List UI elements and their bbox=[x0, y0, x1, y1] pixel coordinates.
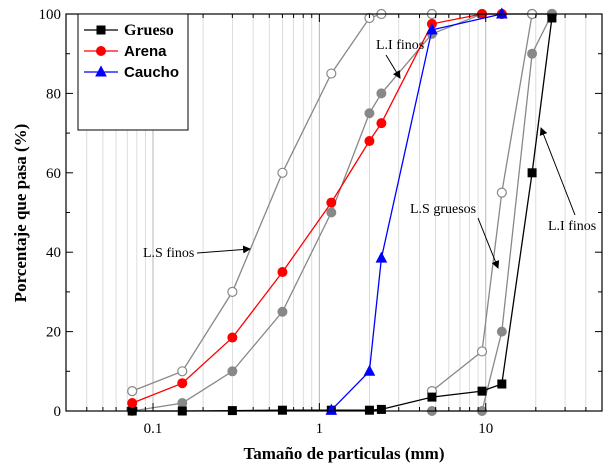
y-tick-label: 60 bbox=[46, 166, 61, 182]
y-axis-title: Porcentaje que pasa (%) bbox=[11, 124, 30, 303]
limit-curve-4-point bbox=[527, 48, 538, 59]
annotation-ls-gruesos: L.S gruesos bbox=[410, 202, 476, 217]
series-grueso-point bbox=[376, 404, 386, 414]
annotation-arrow bbox=[539, 127, 576, 216]
annotation-arrow bbox=[196, 245, 251, 254]
series-caucho-point bbox=[496, 7, 508, 19]
legend: Grueso Arena Caucho bbox=[77, 13, 189, 131]
limit-curve-2-point bbox=[227, 366, 238, 377]
series-grueso-point bbox=[477, 386, 487, 396]
x-axis-title: Tamaño de particulas (mm) bbox=[243, 444, 444, 463]
limit-curve-2-point bbox=[376, 88, 387, 99]
series-arena-point bbox=[127, 398, 138, 409]
annotation-li-finos-lower: L.I finos bbox=[548, 219, 596, 234]
legend-marker-caucho bbox=[95, 65, 107, 77]
legend-label-caucho: Caucho bbox=[124, 64, 179, 81]
legend-label-arena: Arena bbox=[124, 43, 167, 60]
annotation-ls-finos: L.S finos bbox=[143, 246, 194, 261]
limit-curve-3-point bbox=[496, 187, 507, 198]
data-series bbox=[127, 7, 557, 416]
limit-curve-2-point bbox=[326, 207, 337, 218]
series-arena-point bbox=[376, 118, 387, 129]
y-tick-label: 0 bbox=[54, 404, 62, 420]
series-arena-point bbox=[227, 332, 238, 343]
limit-curve-1-point bbox=[127, 386, 138, 397]
legend-marker-arena bbox=[96, 46, 106, 56]
series-arena-point bbox=[326, 197, 337, 208]
series-grueso-point bbox=[547, 13, 557, 23]
limit-curve-1-point bbox=[326, 68, 337, 79]
series-grueso-point bbox=[527, 168, 537, 178]
x-tick-label: 0.1 bbox=[144, 421, 163, 437]
series-arena-point bbox=[277, 267, 288, 278]
annotations: L.I finos L.S finos L.S gruesos L.I fino… bbox=[143, 38, 596, 269]
y-tick-label: 100 bbox=[39, 7, 62, 23]
limit-curve-1-point bbox=[227, 286, 238, 297]
limit-curve-2-point bbox=[177, 398, 188, 409]
series-caucho-point bbox=[426, 23, 438, 35]
legend-label-grueso: Grueso bbox=[124, 22, 174, 39]
limit-curves bbox=[127, 8, 558, 416]
series-grueso-point bbox=[427, 392, 437, 402]
series-arena-point bbox=[364, 136, 375, 147]
series-arena-line bbox=[131, 13, 502, 404]
limit-curve-1-line bbox=[131, 13, 552, 392]
annotation-li-finos-upper: L.I finos bbox=[376, 38, 424, 53]
limit-curve-1-point bbox=[277, 167, 288, 178]
x-tick-label: 1 bbox=[316, 421, 324, 437]
series-arena-point bbox=[177, 378, 188, 389]
annotation-arrow bbox=[385, 54, 401, 79]
series-grueso-point bbox=[497, 379, 507, 389]
annotation-arrow bbox=[477, 217, 500, 269]
limit-curve-2-point bbox=[277, 306, 288, 317]
series-caucho-point bbox=[363, 364, 376, 376]
limit-curve-2-point bbox=[364, 108, 375, 119]
limit-curve-1-point bbox=[177, 366, 188, 377]
legend-marker-grueso bbox=[96, 25, 106, 35]
y-tick-label: 40 bbox=[46, 245, 61, 261]
series-caucho-point bbox=[375, 251, 388, 263]
x-tick-label: 10 bbox=[478, 421, 493, 437]
y-tick-label: 20 bbox=[46, 325, 61, 341]
limit-curve-4-point bbox=[496, 326, 507, 337]
series-caucho-point bbox=[325, 403, 338, 415]
limit-curve-3-point bbox=[476, 346, 488, 357]
y-tick-label: 80 bbox=[46, 86, 61, 102]
